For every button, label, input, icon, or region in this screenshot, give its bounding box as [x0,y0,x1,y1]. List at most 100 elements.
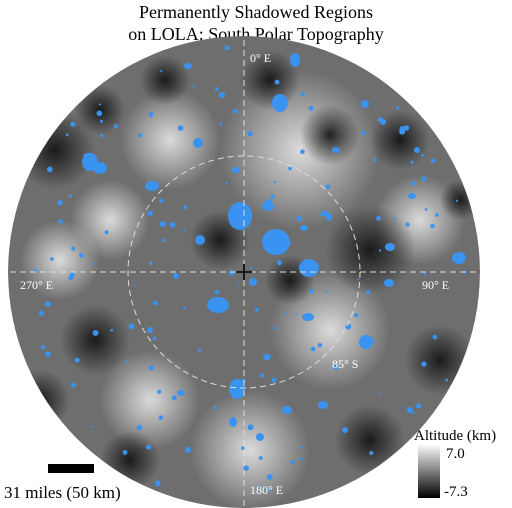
pole-marker [236,264,252,280]
shadowed-region [325,290,328,293]
shadowed-region [274,79,280,85]
shadowed-region [249,278,257,286]
shadowed-region [378,392,381,395]
shadowed-region [71,246,76,251]
shadowed-region [452,252,466,264]
crater [140,55,190,105]
shadowed-region [183,306,186,310]
shadowed-region [285,240,291,245]
shadowed-region [65,133,69,137]
scale-bar [48,464,94,473]
crater [325,205,415,295]
shadowed-region [376,215,381,221]
shadowed-region [148,365,155,371]
shadowed-region [250,266,253,270]
shadowed-region [258,485,262,489]
shadowed-region [369,450,374,455]
shadowed-region [445,378,449,382]
shadowed-region [254,307,259,312]
shadowed-region [430,223,435,229]
shadowed-region [134,283,137,287]
crater [370,110,430,170]
shadowed-region [214,87,219,91]
shadowed-region [385,243,395,251]
shadowed-region [265,487,269,492]
shadowed-region [93,162,107,174]
shadowed-region [410,160,414,164]
shadowed-region [282,406,292,414]
shadowed-region [272,94,288,112]
shadowed-region [89,425,93,429]
shadowed-region [266,474,273,481]
shadowed-region [357,278,360,281]
shadowed-region [100,119,104,123]
shadowed-region [173,273,179,279]
highland [20,220,100,300]
shadowed-region [326,213,332,221]
colorbar [418,444,440,498]
shadowed-region [158,415,164,420]
shadowed-region [79,252,84,258]
shadowed-region [192,85,195,88]
crater [100,430,160,490]
crater [335,405,405,475]
shadowed-region [259,373,265,378]
shadowed-region [285,311,288,315]
longitude-label: 180° E [250,483,283,497]
shadowed-region [305,267,309,272]
shadowed-region [332,147,340,153]
shadowed-region [342,427,348,433]
shadowed-region [378,249,382,252]
shadowed-region [184,63,192,69]
shadowed-region [241,378,246,383]
shadowed-region [298,215,302,220]
shadowed-region [241,446,245,450]
shadowed-region [456,199,459,202]
shadowed-region [262,229,290,255]
shadowed-region [228,270,235,276]
shadowed-region [149,261,153,266]
shadowed-region [219,92,225,98]
shadowed-region [396,106,400,110]
colorbar-max: 7.0 [446,446,465,462]
shadowed-region [416,403,422,409]
shadowed-region [300,446,303,449]
shadowed-region [124,360,127,363]
shadowed-region [160,69,163,73]
title-line: Permanently Shadowed Regions [139,2,373,22]
shadowed-region [256,433,264,441]
shadowed-region [414,147,420,153]
scale-label: 31 miles (50 km) [4,483,121,502]
shadowed-region [138,133,143,138]
shadowed-region [83,153,90,159]
shadowed-region [136,424,143,431]
shadowed-region [93,262,97,266]
shadowed-region [412,411,415,415]
shadowed-region [122,449,128,455]
shadowed-region [410,181,416,186]
shadowed-region [424,208,428,211]
shadowed-region [266,199,272,205]
shadowed-region [128,323,135,330]
latitude-label: 85° S [332,357,358,371]
crater [440,180,480,220]
shadowed-region [38,310,44,316]
shadowed-region [57,199,63,206]
shadowed-region [171,395,177,401]
shadowed-region [243,465,249,471]
shadowed-region [319,213,323,217]
shadowed-region [153,300,158,306]
shadowed-region [228,202,252,230]
shadowed-region [161,238,166,243]
shadowed-region [224,45,230,51]
shadowed-region [47,166,53,173]
shadowed-region [399,128,406,135]
shadowed-region [247,131,253,137]
shadowed-region [361,100,369,108]
shadowed-region [290,460,295,465]
colorbar-title: Altitude (km) [414,428,496,444]
shadowed-region [393,217,396,220]
shadowed-region [361,130,366,136]
shadowed-region [302,313,314,321]
longitude-label: 270° E [20,278,53,292]
